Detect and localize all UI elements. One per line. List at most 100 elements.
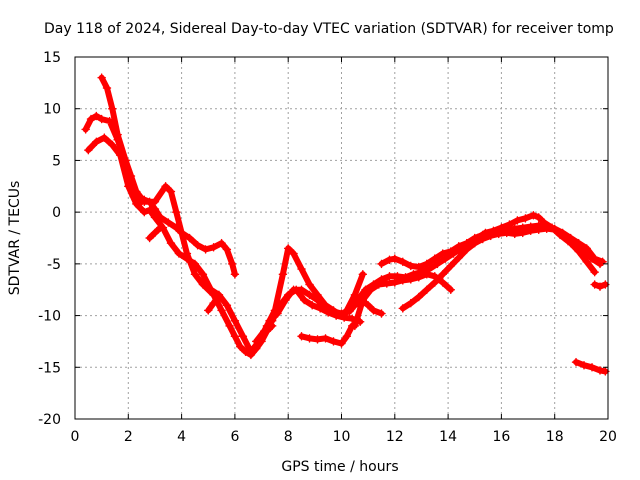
- series-band: [98, 74, 238, 278]
- data-point: [225, 321, 234, 331]
- data-point: [534, 225, 543, 234]
- data-point: [337, 311, 346, 320]
- data-point: [217, 238, 226, 248]
- data-point: [108, 104, 117, 113]
- x-tick-label: 14: [439, 429, 457, 445]
- data-point: [470, 238, 479, 248]
- series-track-11: [350, 269, 456, 331]
- data-point: [193, 240, 202, 250]
- data-point: [283, 244, 293, 253]
- data-point: [313, 335, 322, 344]
- data-point: [145, 205, 154, 215]
- data-point: [422, 259, 432, 269]
- data-point: [92, 111, 101, 121]
- data-point: [446, 285, 456, 294]
- data-point: [140, 195, 149, 204]
- series-track-2: [97, 73, 240, 279]
- series-band: [82, 113, 276, 358]
- data-point: [350, 321, 360, 331]
- data-point: [478, 234, 487, 244]
- data-point: [299, 295, 309, 305]
- data-point: [385, 255, 394, 264]
- data-point: [305, 334, 314, 343]
- data-point: [217, 306, 226, 315]
- data-point: [204, 306, 213, 315]
- data-point: [150, 213, 160, 222]
- data-point: [358, 269, 368, 279]
- data-point: [441, 254, 450, 263]
- data-point: [595, 366, 605, 375]
- data-point: [582, 244, 591, 253]
- data-point: [190, 259, 200, 269]
- data-point: [177, 228, 186, 238]
- data-point: [81, 125, 90, 134]
- data-point: [166, 238, 176, 248]
- series-track-3: [84, 133, 256, 357]
- data-point: [313, 295, 322, 305]
- data-point: [598, 257, 607, 267]
- data-point: [273, 309, 282, 318]
- data-point: [422, 285, 432, 294]
- x-tick-label: 0: [71, 429, 80, 445]
- data-point: [505, 220, 514, 229]
- data-point: [590, 267, 599, 277]
- data-point: [297, 285, 306, 294]
- data-point: [369, 306, 378, 315]
- data-point: [145, 233, 154, 243]
- data-point: [259, 326, 269, 336]
- data-point: [446, 247, 456, 256]
- data-point: [438, 269, 448, 279]
- y-tick-label: 5: [52, 153, 61, 169]
- x-tick-label: 10: [333, 429, 351, 445]
- data-point: [406, 275, 416, 284]
- y-tick-label: 10: [43, 102, 61, 118]
- data-point: [132, 199, 141, 209]
- data-point: [377, 259, 386, 269]
- data-point: [100, 133, 109, 142]
- x-tick-label: 20: [599, 429, 617, 445]
- data-point: [108, 140, 117, 150]
- x-tick-label: 2: [124, 429, 133, 445]
- x-tick-label: 4: [177, 429, 186, 445]
- plot-frame: [74, 56, 609, 420]
- y-tick-label: -5: [47, 257, 61, 273]
- series-band: [378, 222, 606, 270]
- data-point: [92, 137, 101, 147]
- data-point: [542, 224, 551, 233]
- data-point: [587, 363, 597, 372]
- data-point: [297, 332, 306, 341]
- data-point: [574, 247, 583, 256]
- data-point: [454, 253, 464, 262]
- data-point: [377, 309, 386, 318]
- data-point: [406, 261, 416, 271]
- data-point: [97, 73, 106, 82]
- data-point: [414, 262, 424, 272]
- data-point: [366, 285, 376, 294]
- data-point: [222, 245, 232, 254]
- data-point: [571, 357, 581, 367]
- data-point: [185, 233, 194, 243]
- series-track-14: [145, 223, 165, 243]
- data-point: [84, 145, 93, 155]
- data-point: [172, 207, 181, 217]
- data-point: [534, 213, 543, 222]
- data-point: [342, 332, 352, 341]
- data-point: [582, 257, 591, 267]
- data-point: [414, 292, 424, 302]
- series-band: [266, 286, 385, 324]
- data-point: [230, 332, 240, 341]
- data-point: [198, 269, 208, 279]
- data-point: [566, 238, 575, 248]
- data-point: [113, 130, 122, 139]
- data-point: [238, 332, 248, 341]
- data-point: [574, 238, 583, 248]
- data-point: [102, 83, 112, 93]
- data-point: [235, 342, 245, 351]
- data-point: [251, 337, 261, 346]
- data-point: [345, 306, 354, 315]
- data-point: [161, 182, 170, 191]
- data-point: [363, 300, 373, 310]
- series-track-8: [337, 210, 605, 320]
- data-point: [190, 269, 200, 279]
- data-point: [430, 272, 440, 281]
